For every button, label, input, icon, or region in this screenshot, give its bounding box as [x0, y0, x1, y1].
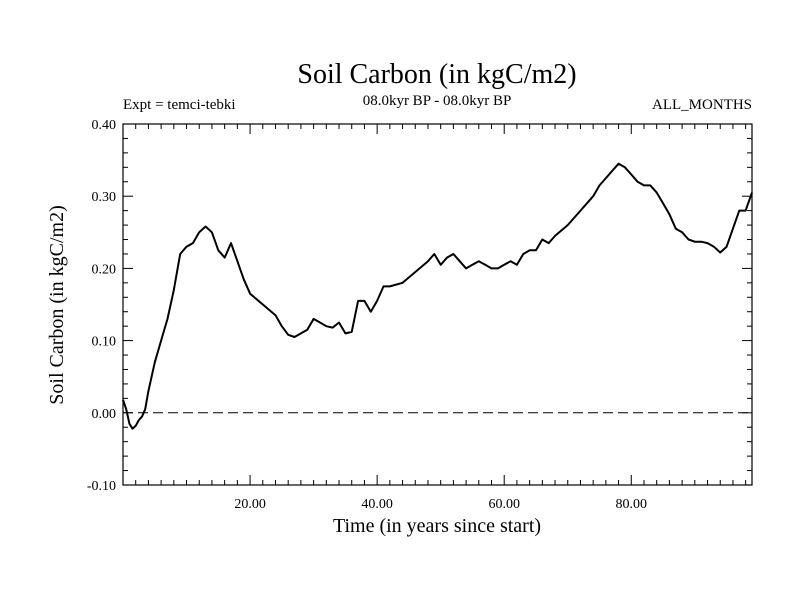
x-tick-label: 60.00: [488, 497, 520, 512]
chart-title: Soil Carbon (in kgC/m2): [297, 59, 576, 90]
y-tick-label: 0.40: [92, 118, 117, 133]
months-label: ALL_MONTHS: [652, 97, 752, 113]
y-axis-label: Soil Carbon (in kgC/m2): [46, 205, 68, 404]
y-tick-label: 0.10: [92, 335, 117, 350]
y-tick-label: 0.20: [92, 262, 117, 277]
experiment-label: Expt = temci-tebki: [123, 97, 236, 113]
x-tick-label: 20.00: [234, 497, 266, 512]
plot-area: [122, 162, 753, 430]
x-tick-label: 80.00: [616, 497, 648, 512]
y-tick-label: 0.00: [92, 407, 117, 422]
tick-labels: 20.00 40.00 60.00 80.00 -0.10 0.00 0.10 0.20 0.3…: [87, 118, 647, 512]
axis-ticks: [123, 123, 752, 486]
y-tick-label: -0.10: [87, 479, 116, 494]
plot-frame: [122, 123, 753, 486]
x-tick-label: 40.00: [361, 497, 393, 512]
period-label: 08.0kyr BP - 08.0kyr BP: [363, 93, 512, 109]
y-tick-label: 0.30: [92, 190, 117, 205]
series-line-0: [122, 162, 753, 430]
x-axis-label: Time (in years since start): [333, 515, 541, 537]
